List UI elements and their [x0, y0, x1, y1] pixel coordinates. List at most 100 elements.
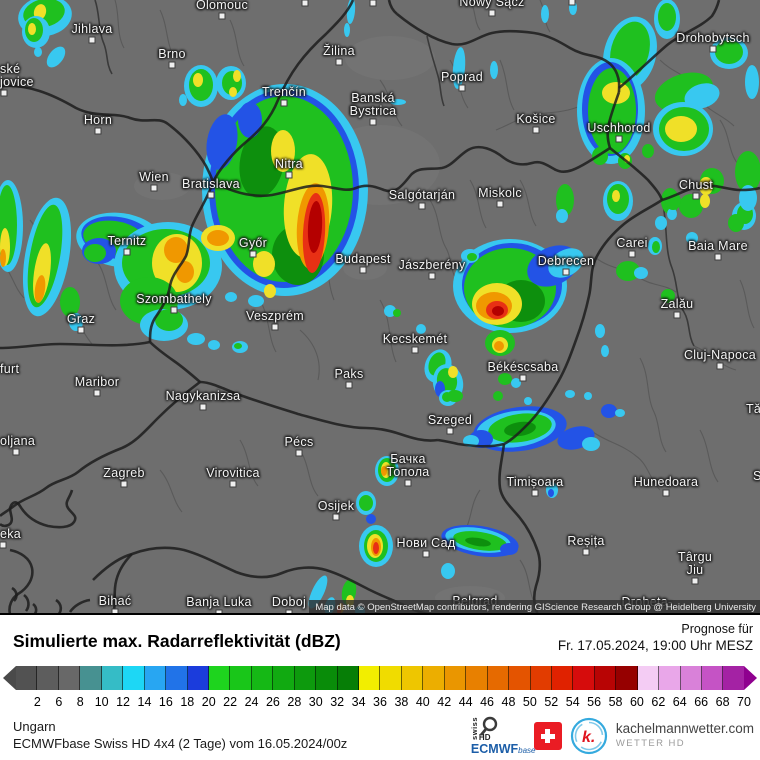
city-label: Hunedoara [633, 474, 699, 489]
radar-cell-cyan [390, 99, 406, 105]
colorbar-segment [166, 666, 188, 690]
city-marker [582, 548, 590, 556]
radar-cell-cyan [615, 409, 625, 417]
kachelmann-k-logo[interactable]: k. [569, 716, 609, 756]
radar-cell-green [715, 40, 743, 64]
country-border [0, 84, 215, 183]
regional-border [661, 199, 695, 347]
country-border [498, 443, 542, 613]
city-marker [150, 184, 158, 192]
country-border [23, 593, 30, 612]
swiss-flag-icon [533, 722, 562, 750]
colorbar-segment [208, 666, 231, 690]
radar-map[interactable]: Olomouc Nowy Sącz Jihlava Brno Žilina Drohoby… [0, 0, 760, 615]
colorbar-segment [273, 666, 295, 690]
brand-name: kachelmannwetter.com [615, 721, 754, 737]
colorbar-segment [637, 666, 660, 690]
city-label: Debrecen [537, 253, 595, 268]
colorbar-segment [594, 666, 617, 690]
city-label: Brno [158, 46, 186, 61]
admin-border [693, 345, 737, 371]
colorbar-segment [401, 666, 424, 690]
city-label: Reșița [567, 533, 605, 548]
radar-cell-yellow [665, 116, 697, 142]
country-border [211, 0, 355, 183]
colorbar-segment [423, 666, 445, 690]
colorbar-segment [101, 666, 124, 690]
radar-cell-cyan [584, 392, 592, 400]
legend-panel: Simulierte max. Radarreflektivität (dBZ)… [0, 615, 760, 760]
radar-cell-cyan [556, 209, 568, 223]
colorbar-tick: 36 [373, 695, 387, 709]
radar-cell-green [616, 261, 640, 281]
country-border [387, 0, 398, 16]
radar-cell-blue [366, 514, 376, 524]
city-label: Banská Bystrica [349, 91, 397, 118]
city-label: Chust [678, 177, 714, 192]
city-label: Veszprém [246, 308, 304, 323]
city-label: Miskolc [478, 185, 522, 200]
colorbar-segment [316, 666, 338, 690]
radar-cell-blue [548, 489, 554, 497]
colorbar-tick: 52 [544, 695, 559, 709]
radar-cell-cyan [248, 295, 264, 307]
brand-text-block[interactable]: kachelmannwetter.com WETTER HD [615, 721, 754, 750]
city-marker [359, 266, 367, 274]
colorbar-tick-labels: 2 6 8 10 12 14 16 18 20 22 24 26 28 30 32 34 36 38 40 42 44 4… [0, 695, 760, 711]
city-label: Tă [746, 401, 760, 416]
city-marker [199, 403, 207, 411]
admin-border [469, 0, 481, 31]
city-marker [249, 250, 257, 258]
colorbar-tick: 6 [55, 695, 63, 709]
city-label: Jihlava [71, 21, 113, 36]
colorbar-tick: 40 [415, 695, 430, 709]
city-marker [496, 200, 504, 208]
radar-cell-green [60, 287, 80, 317]
city-marker [168, 61, 176, 69]
brand-subtitle: WETTER HD [615, 738, 685, 750]
radar-cell-cyan [684, 83, 720, 109]
radar-cell-green [661, 289, 675, 303]
colorbar-tick: 12 [116, 695, 130, 709]
country-border [609, 147, 664, 201]
country-border [55, 598, 63, 613]
colorbar-tick: 58 [608, 695, 623, 709]
admin-border [429, 199, 459, 283]
city-marker [562, 268, 570, 276]
radar-cell-yellow [33, 4, 47, 20]
city-label: Pécs [284, 434, 314, 449]
radar-cell-blue [238, 102, 262, 138]
city-label: Trenčín [261, 84, 307, 99]
city-marker [411, 346, 419, 354]
city-marker [628, 250, 636, 258]
radar-cell-cyan [686, 232, 698, 244]
radar-cell-orange [207, 230, 229, 246]
city-label: Kecskemét [382, 331, 448, 346]
radar-cell-blue [206, 114, 238, 170]
country-border [149, 341, 201, 383]
city-marker [418, 202, 426, 210]
forecast-time: Fr. 17.05.2024, 19:00 Uhr MESZ [557, 638, 753, 653]
radar-cell-cyan [187, 333, 205, 345]
country-border [437, 438, 505, 448]
colorbar-segment [80, 666, 102, 690]
colorbar-tick: 70 [737, 695, 751, 709]
admin-border [379, 299, 397, 363]
radar-cell-blue [500, 543, 518, 555]
city-label: Ternitz [107, 233, 147, 248]
admin-border [499, 59, 515, 111]
radar-cell-orange [164, 237, 188, 263]
city-label: Cluj-Napoca [683, 347, 757, 362]
colorbar-segment [230, 666, 252, 690]
ecmwf-base-text: ECMWFbase [470, 742, 536, 756]
city-label: Győr [238, 235, 268, 250]
city-marker [120, 480, 128, 488]
radar-cell-cyan [225, 292, 237, 302]
admin-border [639, 357, 667, 453]
radar-cell-cyan [441, 563, 455, 579]
colorbar-tick: 42 [437, 695, 452, 709]
colorbar-tick: 62 [651, 695, 666, 709]
colorbar-tick: 18 [180, 695, 195, 709]
radar-cell-green [234, 343, 242, 349]
